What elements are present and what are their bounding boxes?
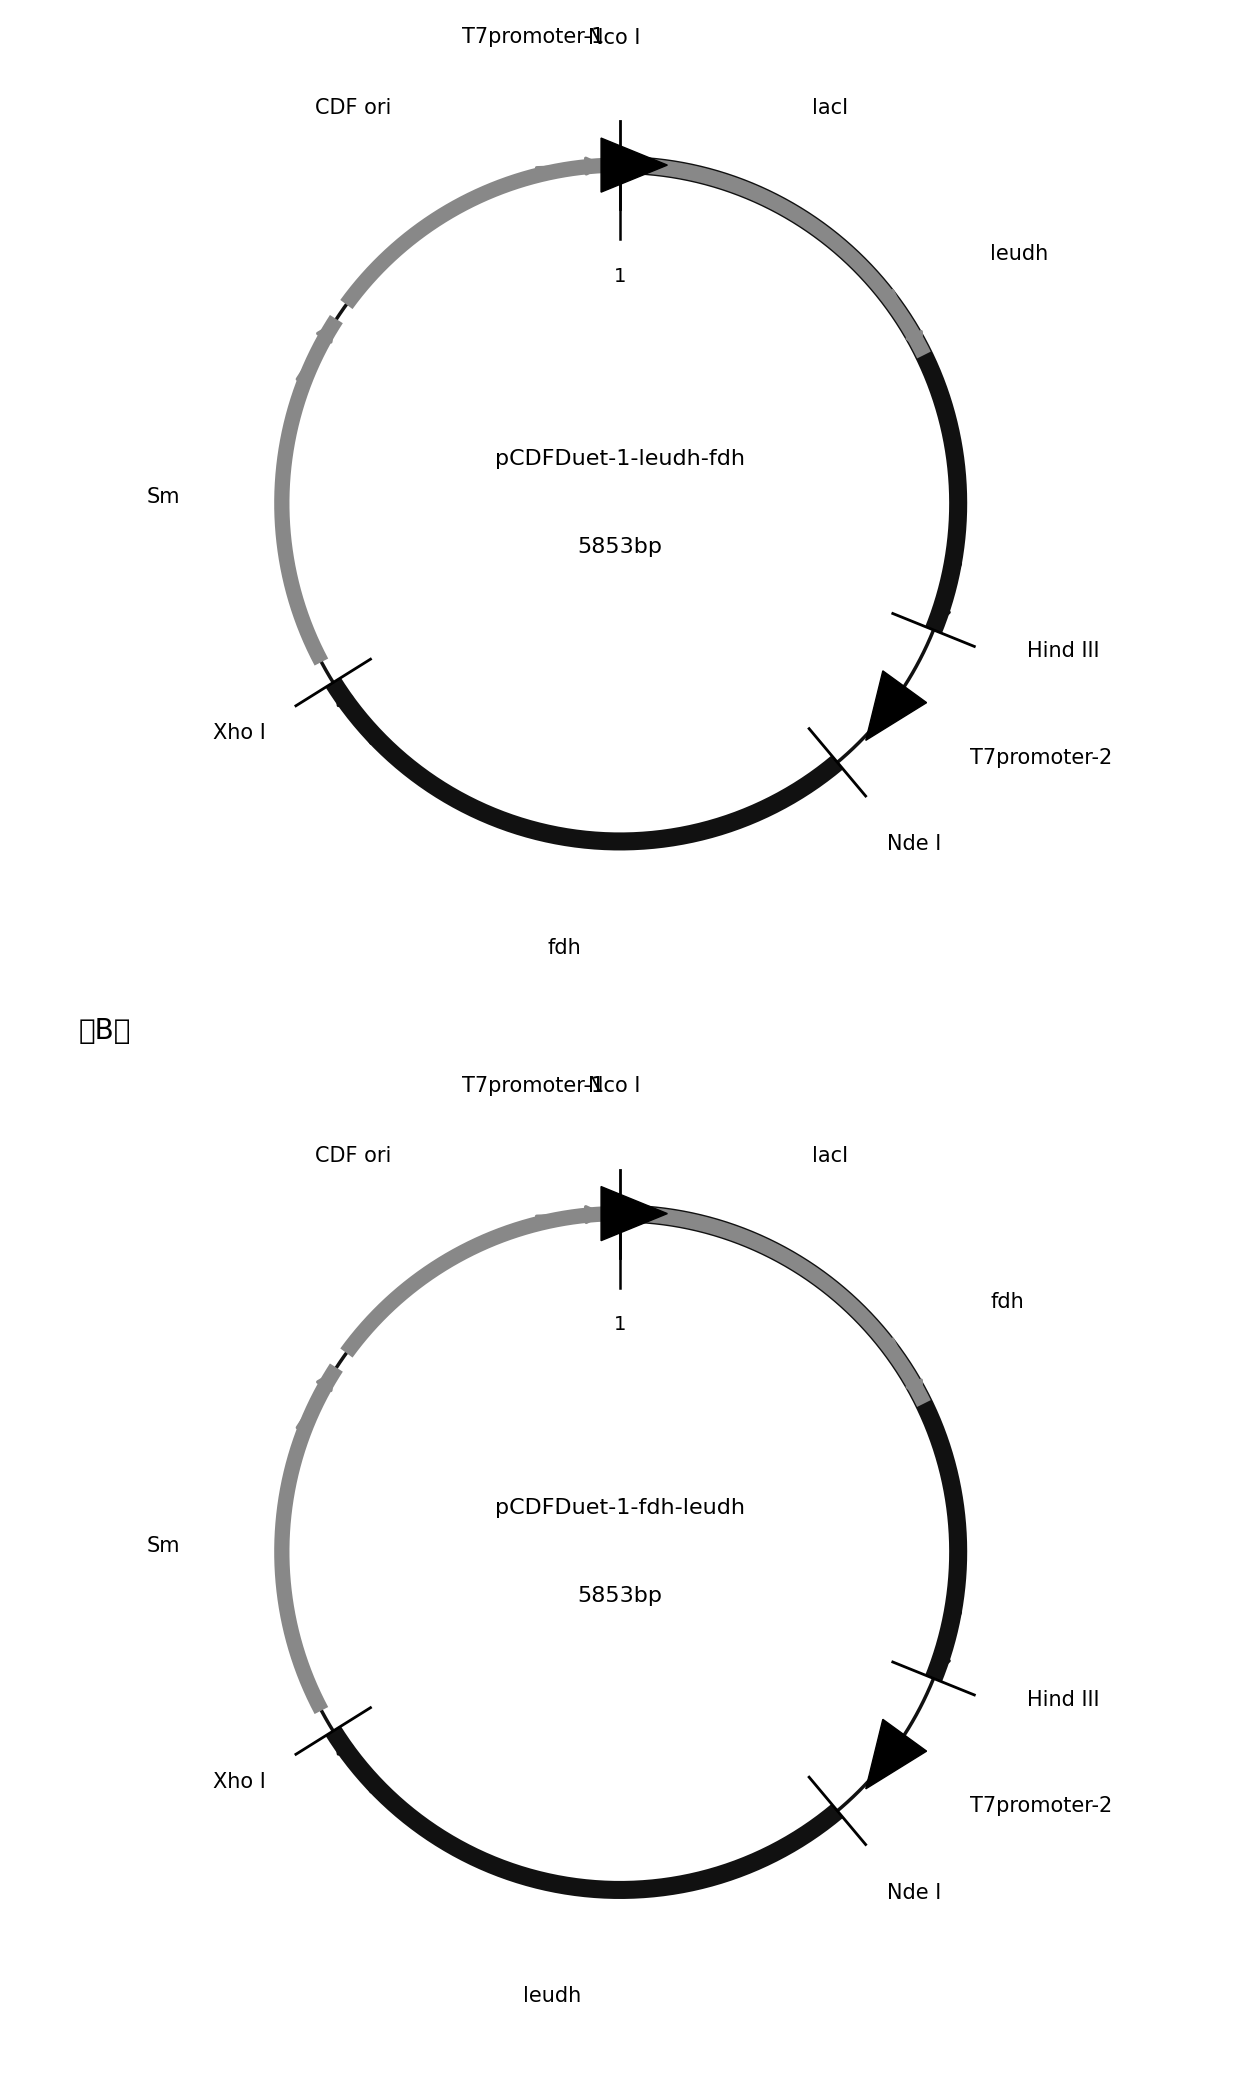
Text: leudh: leudh xyxy=(990,243,1048,264)
Text: 1: 1 xyxy=(614,266,626,285)
Text: pCDFDuet-1-fdh-leudh: pCDFDuet-1-fdh-leudh xyxy=(495,1497,745,1518)
Text: Hind III: Hind III xyxy=(1027,642,1100,661)
Text: T7promoter-1: T7promoter-1 xyxy=(461,1076,604,1095)
Text: （B）: （B） xyxy=(79,1017,131,1046)
Text: Xho I: Xho I xyxy=(213,1772,265,1791)
Polygon shape xyxy=(601,138,667,193)
Text: Nde I: Nde I xyxy=(887,1883,941,1902)
Text: 5853bp: 5853bp xyxy=(578,1585,662,1606)
Text: fdh: fdh xyxy=(547,937,582,958)
Text: Sm: Sm xyxy=(148,1535,181,1556)
Text: 5853bp: 5853bp xyxy=(578,537,662,558)
Text: T7promoter-1: T7promoter-1 xyxy=(461,27,604,46)
Text: T7promoter-2: T7promoter-2 xyxy=(970,749,1112,768)
Text: leudh: leudh xyxy=(523,1986,582,2007)
Text: Nco I: Nco I xyxy=(588,27,641,48)
Text: fdh: fdh xyxy=(990,1292,1024,1313)
Text: T7promoter-2: T7promoter-2 xyxy=(970,1797,1112,1816)
Text: CDF ori: CDF ori xyxy=(315,1147,392,1166)
Polygon shape xyxy=(601,1187,667,1241)
Text: Nco I: Nco I xyxy=(588,1076,641,1097)
Text: pCDFDuet-1-leudh-fdh: pCDFDuet-1-leudh-fdh xyxy=(495,449,745,470)
Text: lacI: lacI xyxy=(812,99,848,117)
Text: CDF ori: CDF ori xyxy=(315,99,392,117)
Text: Xho I: Xho I xyxy=(213,723,265,742)
Polygon shape xyxy=(866,671,926,740)
Text: 1: 1 xyxy=(614,1315,626,1334)
Text: Hind III: Hind III xyxy=(1027,1690,1100,1709)
Text: lacI: lacI xyxy=(812,1147,848,1166)
Text: Sm: Sm xyxy=(148,487,181,507)
Polygon shape xyxy=(866,1720,926,1789)
Text: Nde I: Nde I xyxy=(887,835,941,853)
